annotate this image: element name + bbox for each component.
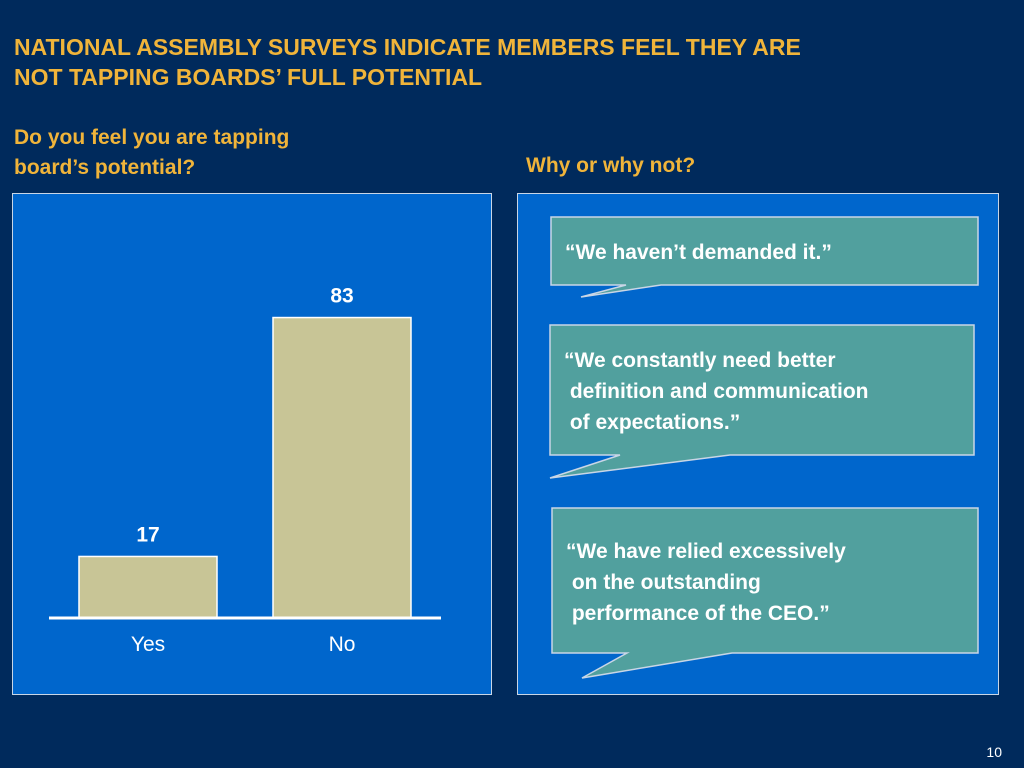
quote-bubble-3: “We have relied excessively on the outst… bbox=[551, 507, 982, 680]
page-number: 10 bbox=[986, 744, 1002, 760]
slide-title: NATIONAL ASSEMBLY SURVEYS INDICATE MEMBE… bbox=[14, 34, 801, 90]
category-tick-label: Yes bbox=[131, 633, 165, 656]
data-label: 83 bbox=[330, 285, 353, 308]
quote-bubble-2: “We constantly need better definition an… bbox=[549, 324, 980, 480]
speech-bubble-shape bbox=[551, 507, 979, 679]
right-question: Why or why not? bbox=[526, 154, 696, 177]
category-tick-label: No bbox=[329, 633, 356, 656]
speech-bubble-shape bbox=[550, 216, 979, 298]
data-label: 17 bbox=[136, 523, 159, 546]
bar-chart: 17 Yes 83 No bbox=[49, 285, 441, 656]
quote-text-2: “We constantly need better definition an… bbox=[564, 349, 869, 434]
bar-no bbox=[272, 316, 412, 619]
quote-bubble-1: “We haven’t demanded it.” bbox=[550, 216, 981, 298]
left-question: Do you feel you are tapping board’s pote… bbox=[14, 126, 290, 179]
speech-bubble-shape bbox=[549, 324, 975, 479]
bar-yes bbox=[78, 555, 218, 619]
chart-panel: 17 Yes 83 No bbox=[12, 193, 492, 695]
quote-text-1: “We haven’t demanded it.” bbox=[565, 241, 832, 264]
quote-text-3: “We have relied excessively on the outst… bbox=[566, 540, 846, 625]
